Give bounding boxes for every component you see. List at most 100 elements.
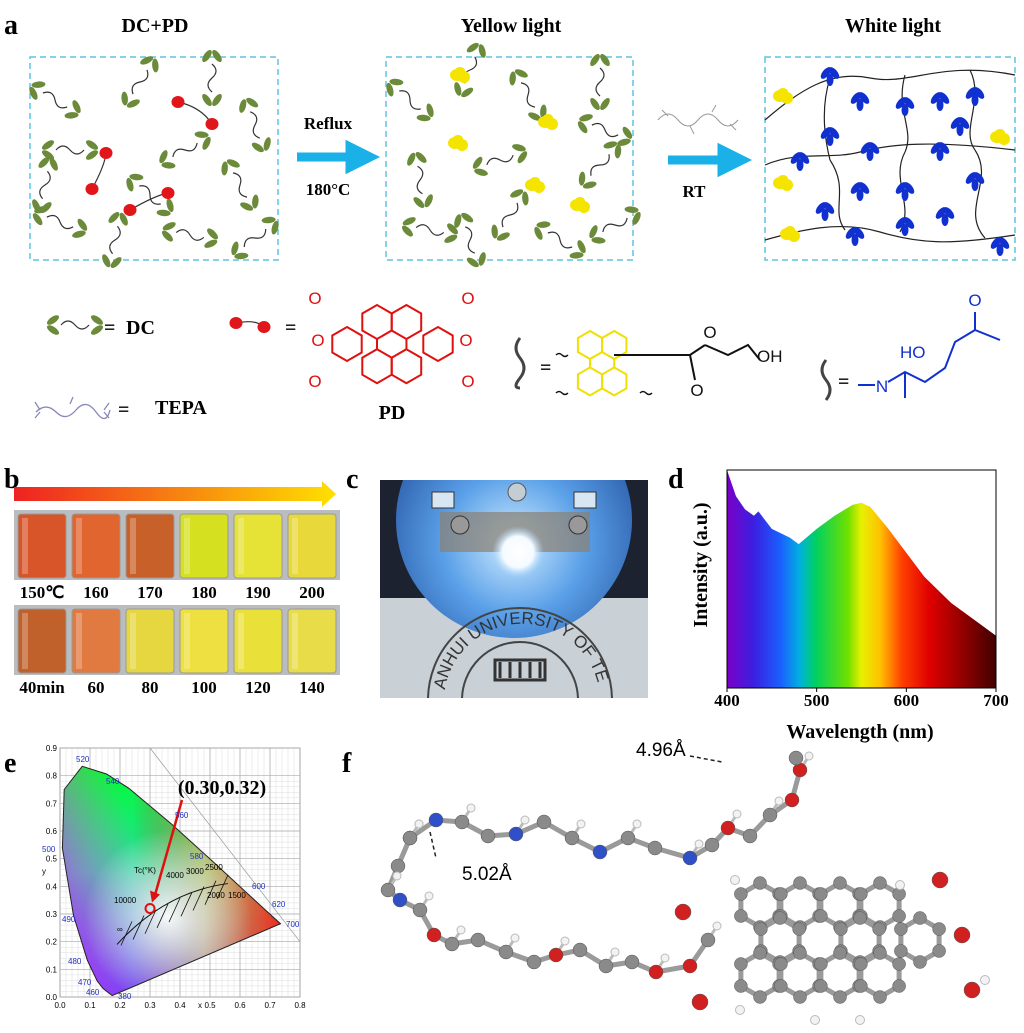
atom [454, 814, 470, 830]
blue-structure [820, 312, 1001, 401]
dc-unit [202, 49, 222, 107]
bond [376, 339, 408, 350]
leaf [938, 142, 950, 154]
network-chain [764, 225, 1016, 243]
vial-highlight [130, 518, 136, 574]
vial-label: 200 [299, 583, 325, 602]
atom [742, 828, 758, 844]
panel-a: a DC+PD Yellow light White light Reflux … [4, 10, 1016, 424]
leaf [32, 213, 43, 226]
atom [624, 954, 640, 970]
vial-label: 40min [19, 678, 65, 697]
fork [466, 252, 486, 268]
tepa-icon [34, 396, 111, 420]
atom [598, 958, 614, 974]
dc-unit [126, 173, 174, 217]
x-tick-label: 0.0 [54, 1001, 66, 1010]
legend-label: TEPA [155, 397, 207, 419]
distance-label: 5.02Å [462, 864, 512, 885]
leaf [31, 81, 46, 88]
leaf [956, 124, 964, 136]
chain [109, 225, 121, 255]
ring [422, 325, 454, 363]
x-tick-label: 600 [894, 691, 920, 710]
leaf [796, 159, 804, 171]
leaf [454, 214, 462, 228]
pd-dot [161, 187, 175, 199]
leaf [823, 202, 835, 214]
leaf [845, 227, 857, 239]
fork [407, 152, 427, 166]
fork [159, 150, 176, 169]
fork [102, 254, 122, 268]
leaf [851, 234, 859, 246]
chain [55, 145, 85, 155]
leaf [64, 112, 79, 119]
vial-highlight [292, 518, 298, 574]
h-atom [804, 751, 814, 761]
leaf [973, 172, 985, 184]
network-chain [974, 149, 986, 239]
panel-label: e [4, 748, 16, 779]
h-atom [980, 975, 990, 985]
blob [530, 177, 540, 185]
x-tick-label: 0.5 [204, 1001, 216, 1010]
leaf [252, 194, 259, 209]
atom [753, 946, 767, 960]
leaf [936, 99, 944, 111]
fork [509, 69, 528, 86]
atom-label: O [461, 289, 474, 308]
ring [576, 329, 604, 361]
leaf [589, 225, 598, 239]
leaf [903, 97, 915, 109]
panel-d: d Wavelength (nm) Intensity (a.u.) 400 50… [668, 464, 1009, 743]
dc-unit [162, 222, 218, 248]
leaf [41, 150, 55, 160]
blue-unit [820, 67, 840, 86]
y-tick-label: 0.9 [46, 744, 58, 753]
ring [576, 366, 604, 397]
leaf [971, 94, 979, 106]
leaf [528, 112, 542, 121]
fork [202, 49, 222, 63]
blue-unit [930, 92, 950, 111]
leaf [72, 230, 86, 238]
atom [793, 946, 807, 960]
fork [162, 222, 176, 242]
wavelength-label: 700 [286, 920, 300, 929]
atom [784, 792, 800, 808]
y-tick-label: 0.6 [46, 827, 58, 836]
fork [194, 131, 211, 150]
blue-unit [790, 152, 810, 171]
leaf [903, 182, 915, 194]
chain [42, 91, 68, 109]
leaf [202, 136, 211, 150]
atom [892, 957, 906, 971]
leaf [212, 93, 222, 107]
fork [231, 241, 249, 260]
leaf [202, 93, 212, 107]
led-photo: ANHUI UNIVERSITY OF TECHNOLOGY [380, 480, 648, 698]
panel-f: f 4.96Å 5.02Å [342, 740, 990, 1025]
leaf [496, 232, 510, 241]
atom [774, 957, 788, 971]
atom-label: OH [757, 347, 783, 366]
leaf [901, 189, 909, 201]
yellow-product [386, 42, 641, 268]
atom [548, 947, 564, 963]
atom-label: O [311, 331, 324, 350]
leaf [600, 53, 610, 67]
leaf [407, 152, 416, 166]
wavelength-label: 520 [76, 755, 90, 764]
leaf [930, 142, 942, 154]
x-tick-label: 0.8 [294, 1001, 306, 1010]
leaf [958, 117, 970, 129]
fork [221, 159, 240, 176]
leaf [166, 198, 174, 213]
vial [125, 608, 175, 674]
fork [466, 42, 486, 58]
atom [892, 979, 906, 993]
atom [774, 979, 788, 993]
leaf [828, 127, 840, 139]
vial-label: 120 [245, 678, 271, 697]
